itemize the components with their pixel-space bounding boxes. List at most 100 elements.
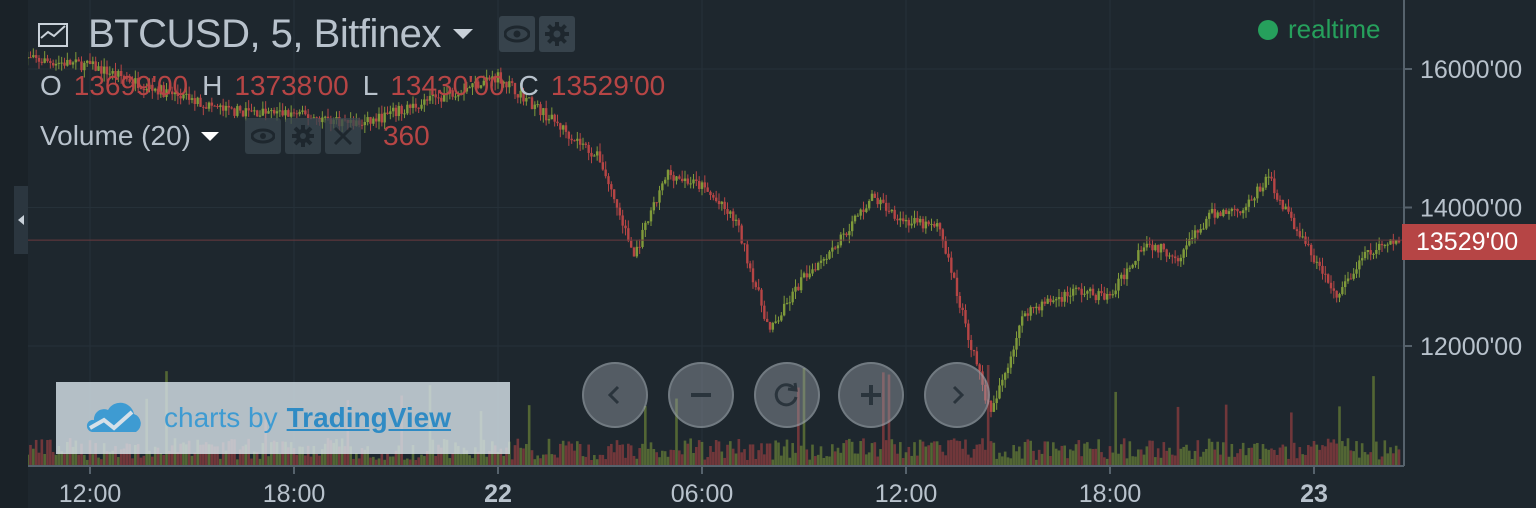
volume-bar <box>474 447 477 466</box>
volume-bar <box>1060 445 1064 466</box>
candle-body <box>66 59 69 66</box>
tradingview-watermark[interactable]: charts by TradingView <box>56 382 510 454</box>
candle-body <box>1205 218 1208 229</box>
volume-bar <box>910 455 913 466</box>
volume-title[interactable]: Volume (20) <box>40 120 191 151</box>
candle-body <box>1397 240 1401 243</box>
candle-body <box>1069 295 1072 297</box>
scroll-left-button[interactable] <box>582 362 648 428</box>
candle-body <box>1111 294 1115 296</box>
candle-body <box>757 287 760 290</box>
candle-body <box>37 57 41 62</box>
volume-bar <box>97 457 100 466</box>
volume-bar <box>955 440 959 466</box>
candle-body <box>1239 211 1242 214</box>
candle-body <box>646 221 650 223</box>
volume-bar <box>1241 442 1245 466</box>
candle-body <box>1366 250 1370 252</box>
candle-series-icon[interactable] <box>38 20 68 48</box>
volume-bar <box>1037 449 1041 466</box>
candle-body <box>590 152 593 157</box>
candle-body <box>68 59 72 65</box>
gear-icon[interactable] <box>538 16 575 52</box>
volume-bar <box>1185 444 1188 466</box>
volume-bar <box>134 445 137 466</box>
zoom-out-button[interactable] <box>668 362 734 428</box>
candle-body <box>499 72 503 84</box>
candle-body <box>802 273 806 278</box>
candle-body <box>1386 244 1389 246</box>
candle-body <box>748 263 752 269</box>
chevron-right-icon <box>952 385 965 405</box>
candle-body <box>559 123 562 130</box>
candle-body <box>658 190 661 203</box>
volume-bar <box>1389 447 1392 466</box>
candle-body <box>224 105 228 111</box>
candle-body <box>578 138 582 145</box>
tradingview-link[interactable]: TradingView <box>286 402 452 433</box>
candle-body <box>952 272 956 278</box>
volume-bar <box>816 454 820 466</box>
volume-bar <box>799 445 803 466</box>
candle-body <box>967 323 970 341</box>
volume-bar <box>610 443 613 466</box>
volume-bar <box>794 452 797 466</box>
collapse-panel-button[interactable] <box>14 186 28 254</box>
candle-body <box>420 104 423 109</box>
volume-bar <box>1346 438 1350 466</box>
symbol-title[interactable]: BTCUSD, 5, Bitfinex <box>88 12 441 56</box>
volume-bar <box>627 443 630 466</box>
volume-bar <box>1358 457 1361 466</box>
eye-icon[interactable] <box>244 118 281 154</box>
volume-bar <box>564 445 568 466</box>
candle-body <box>1049 298 1052 303</box>
reset-button[interactable] <box>754 362 820 428</box>
volume-bar <box>255 452 259 466</box>
candle-body <box>321 117 324 123</box>
candle-body <box>771 322 775 330</box>
volume-bar <box>102 443 106 466</box>
candle-body <box>40 61 44 63</box>
volume-bar <box>1117 453 1120 466</box>
volume-bar <box>958 441 962 466</box>
volume-bar <box>1312 441 1316 466</box>
volume-bar <box>505 447 508 466</box>
volume-bar <box>114 446 117 466</box>
eye-icon[interactable] <box>498 16 535 52</box>
candle-body <box>74 59 78 63</box>
volume-bar <box>142 455 146 466</box>
volume-bar <box>658 457 661 466</box>
candle-body <box>1315 261 1319 263</box>
volume-bar <box>978 444 981 466</box>
volume-bar <box>986 364 990 466</box>
candle-body <box>644 222 647 230</box>
volume-bar <box>1375 441 1378 466</box>
candle-body <box>264 108 267 114</box>
candle-body <box>34 55 38 58</box>
caret-down-icon[interactable] <box>452 29 473 39</box>
candle-body <box>870 193 874 201</box>
candle-body <box>1003 373 1007 380</box>
close-icon[interactable] <box>324 118 361 154</box>
candle-body <box>1324 273 1327 275</box>
candle-body <box>709 191 712 196</box>
caret-down-icon[interactable] <box>200 131 219 141</box>
candle-body <box>1329 282 1333 289</box>
scroll-right-button[interactable] <box>924 362 990 428</box>
candle-body <box>1026 313 1030 316</box>
candle-body <box>1159 243 1163 253</box>
candle-body <box>170 91 174 95</box>
volume-bar <box>621 444 624 466</box>
volume-bar <box>989 441 993 466</box>
zoom-in-button[interactable] <box>838 362 904 428</box>
volume-bar <box>1247 447 1251 466</box>
candle-body <box>530 97 534 110</box>
candle-body <box>1128 267 1132 269</box>
candle-body <box>142 88 146 91</box>
volume-bar <box>726 444 729 466</box>
volume-bar <box>870 443 874 466</box>
volume-bar <box>1179 448 1183 466</box>
gear-icon[interactable] <box>284 118 321 154</box>
